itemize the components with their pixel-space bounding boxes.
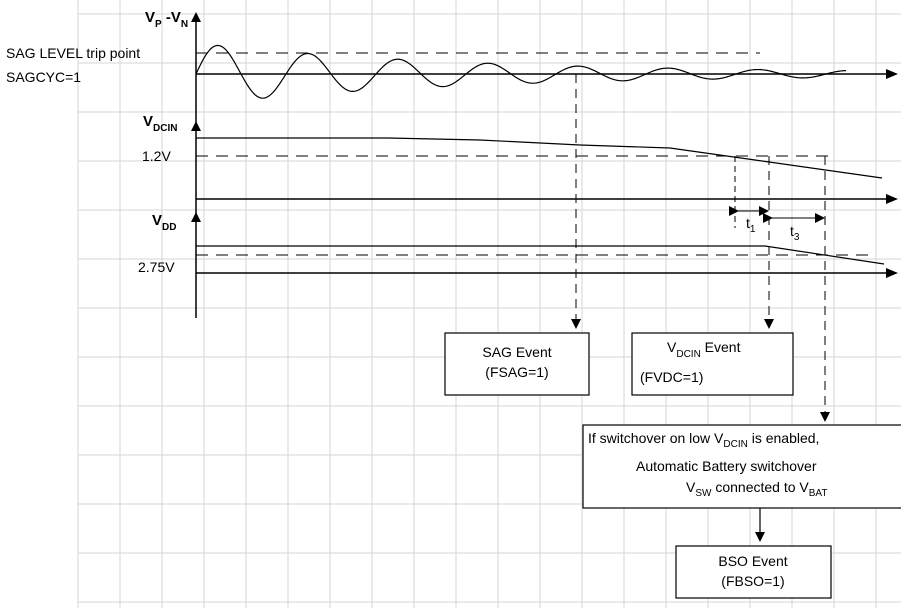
vdcin-event-box: VDCIN Event (FVDC=1) <box>631 332 794 396</box>
sag-event-title: SAG Event <box>482 344 551 360</box>
switchover-line-3: VSW connected to VBAT <box>686 479 827 499</box>
bso-event-box: BSO Event (FBSO=1) <box>675 545 832 599</box>
vdcin-event-flag: (FVDC=1) <box>640 369 703 385</box>
switchover-box: If switchover on low VDCIN is enabled, A… <box>582 424 901 509</box>
sag-event-box: SAG Event (FSAG=1) <box>444 332 590 396</box>
vdcin-event-title: VDCIN Event <box>667 339 741 360</box>
t3-label: t3 <box>790 223 800 243</box>
background-grid <box>77 0 901 608</box>
vdd-axis-arrowhead <box>191 212 201 222</box>
vdcin-waveform <box>196 137 883 179</box>
bso-event-title: BSO Event <box>718 553 787 569</box>
vp-vn-label: VP -VN <box>145 9 188 30</box>
sag-event-flag: (FSAG=1) <box>485 364 548 380</box>
vdcin-axis-arrowhead <box>191 121 201 131</box>
bso-event-flag: (FBSO=1) <box>721 573 784 589</box>
event-drop-lines <box>571 74 830 422</box>
vdd-time-arrowhead <box>886 268 898 278</box>
vdcin-signal: VDCIN 1.2V <box>142 113 898 204</box>
vp-vn-axis-arrowhead <box>191 12 201 22</box>
vdcin-label: VDCIN <box>143 113 177 134</box>
vdcin-threshold-label: 1.2V <box>142 148 171 164</box>
vdcin-time-arrowhead <box>886 194 898 204</box>
vdd-waveform <box>196 245 885 265</box>
vdd-threshold-label: 2.75V <box>138 259 175 275</box>
vdd-signal: VDD 2.75V <box>138 212 898 278</box>
decaying-sine-wave <box>195 44 847 99</box>
timing-intervals: t1 t3 <box>729 156 825 243</box>
switchover-line-1: If switchover on low VDCIN is enabled, <box>588 430 819 450</box>
vp-vn-signal: SAG LEVEL trip point SAGCYC=1 VP -VN <box>6 9 898 318</box>
vdd-label: VDD <box>152 212 176 233</box>
vp-vn-time-arrowhead <box>886 69 898 79</box>
t1-label: t1 <box>746 215 756 235</box>
sag-level-label: SAG LEVEL trip point <box>6 45 140 61</box>
switchover-line-2: Automatic Battery switchover <box>636 458 817 474</box>
sagcyc-label: SAGCYC=1 <box>6 69 81 85</box>
